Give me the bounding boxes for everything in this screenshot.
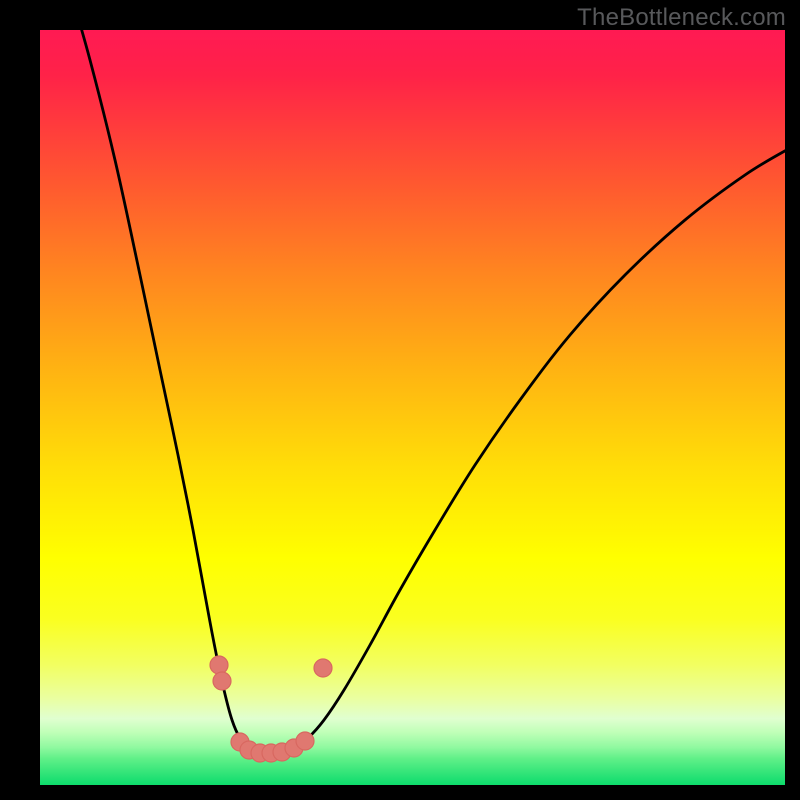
data-marker [314, 659, 332, 677]
data-marker [296, 732, 314, 750]
watermark: TheBottleneck.com [577, 4, 786, 32]
chart-svg [0, 0, 800, 800]
bottleneck-curve [70, 0, 790, 754]
data-marker [213, 672, 231, 690]
data-marker [210, 656, 228, 674]
